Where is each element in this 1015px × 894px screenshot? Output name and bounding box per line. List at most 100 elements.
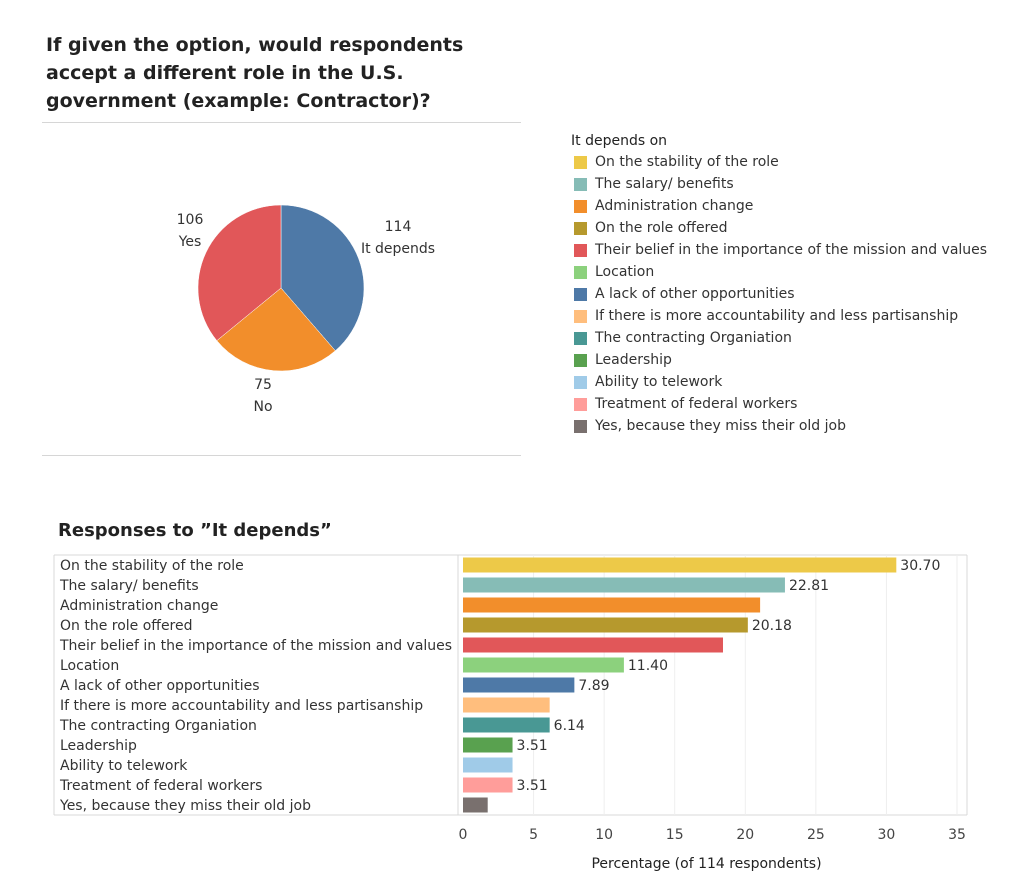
x-tick-label: 0 [459,827,468,843]
legend-label: On the role offered [595,220,728,236]
color-legend: It depends on On the stability of the ro… [571,131,987,437]
bar-on-the-stability-of-the-role [463,557,897,573]
legend-swatch [574,287,587,301]
legend-label: Ability to telework [595,374,723,390]
legend-swatch [574,397,587,411]
bar-their-belief-in-the-importance-of-the-mission-and-values [463,637,723,653]
legend-item: On the stability of the role [571,151,987,173]
category-label: Administration change [60,598,218,614]
x-tick-label: 35 [948,827,966,843]
pie-slice-it-depends [280,204,365,352]
pie-category-label-no: No [253,399,272,415]
legend-label: Administration change [595,198,754,214]
category-label: A lack of other opportunities [60,678,260,694]
legend-items: On the stability of the role The salary/ … [571,151,987,437]
legend-label: A lack of other opportunities [595,286,795,302]
plot-frame [53,554,968,816]
legend-swatch [574,221,587,235]
legend-swatch [574,177,587,191]
legend-swatch [574,199,587,213]
pie-slice-yes [197,204,282,341]
bar-treatment-of-federal-workers [463,777,513,793]
data-label: 3.51 [517,738,548,754]
data-label: 20.18 [752,618,792,634]
legend-swatch [574,309,587,323]
legend-label: Location [595,264,655,280]
data-label: 22.81 [789,578,829,594]
category-label: On the role offered [60,618,193,634]
bar-the-salary-benefits [463,577,785,593]
legend-label: Their belief in the importance of the mi… [595,242,988,258]
pie-chart: 114 It depends 75 No 106 Yes [177,204,435,415]
bar-if-there-is-more-accountability-and-less-partisanship [463,697,550,713]
bar-the-contracting-organiation [463,717,550,733]
x-tick-label: 20 [736,827,754,843]
legend-title: It depends on [571,133,668,149]
category-label: Leadership [60,738,137,754]
legend-label: The salary/ benefits [595,176,734,192]
legend-swatch [574,265,587,279]
x-tick-label: 25 [807,827,825,843]
pie-value-label-yes: 106 [177,212,204,228]
legend-swatch [574,155,587,169]
legend-item: Leadership [571,349,987,371]
pie-panel-bottom-divider [42,455,521,456]
legend-label: Yes, because they miss their old job [595,418,846,434]
data-label: 3.51 [517,778,548,794]
pie-category-label-it-depends: It depends [361,241,435,257]
legend-item: Yes, because they miss their old job [571,415,987,437]
legend-item: If there is more accountability and less… [571,305,987,327]
legend-item: Their belief in the importance of the mi… [571,239,987,261]
pie-panel-top-divider [42,122,521,123]
category-label: Location [60,658,119,674]
x-tick-label: 30 [878,827,896,843]
category-label: Their belief in the importance of the mi… [59,638,452,654]
legend-item: Ability to telework [571,371,987,393]
legend-swatch [574,375,587,389]
legend-item: On the role offered [571,217,987,239]
bar-a-lack-of-other-opportunities [463,677,575,693]
legend-label: If there is more accountability and less… [595,308,959,324]
category-label: Ability to telework [60,758,188,774]
bar-yes-because-they-miss-their-old-job [463,797,488,813]
category-label: If there is more accountability and less… [60,698,423,714]
legend-item: The salary/ benefits [571,173,987,195]
bar-administration-change [463,597,761,613]
legend-swatch [574,243,587,257]
legend-label: On the stability of the role [595,154,779,170]
x-tick-label: 15 [666,827,684,843]
legend-item: Location [571,261,987,283]
legend-label: Treatment of federal workers [595,396,798,412]
data-label: 11.40 [628,658,668,674]
pie-value-label-no: 75 [254,377,272,393]
x-tick-label: 10 [595,827,613,843]
category-label: The salary/ benefits [59,578,199,594]
legend-swatch [574,331,587,345]
legend-label: Leadership [595,352,672,368]
data-label: 6.14 [554,718,585,734]
legend-item: A lack of other opportunities [571,283,987,305]
pie-chart-title: If given the option, would respondents a… [46,34,464,112]
bar-on-the-role-offered [463,617,748,633]
category-label: The contracting Organiation [59,718,257,734]
legend-item: Administration change [571,195,987,217]
category-label: Treatment of federal workers [59,778,262,794]
bar-location [463,657,624,673]
pie-slice-no [216,287,336,372]
legend-swatch [574,419,587,433]
x-axis-label: Percentage (of 114 respondents) [591,856,821,872]
x-tick-label: 5 [529,827,538,843]
category-label: On the stability of the role [60,558,244,574]
pie-category-label-yes: Yes [178,234,202,250]
data-label: 7.89 [578,678,609,694]
bar-chart-title: Responses to ”It depends” [58,520,332,541]
bar-leadership [463,737,513,753]
pie-value-label-it-depends: 114 [385,219,412,235]
legend-swatch [574,353,587,367]
data-label: 30.70 [900,558,940,574]
bar-ability-to-telework [463,757,513,773]
category-label: Yes, because they miss their old job [59,798,311,814]
bar-chart: On the stability of the role 30.70 The sal… [53,554,968,872]
legend-label: The contracting Organiation [595,330,792,346]
legend-item: The contracting Organiation [571,327,987,349]
